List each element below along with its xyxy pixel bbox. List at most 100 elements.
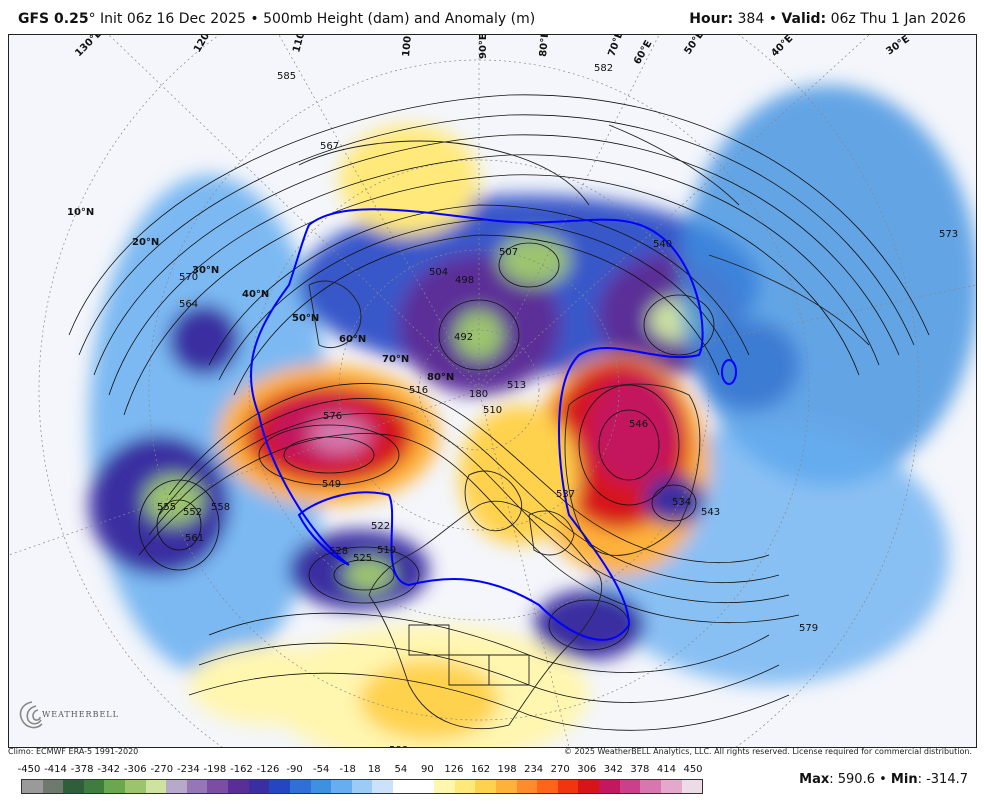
scale-tick-label: 54 (394, 764, 408, 775)
header-right: Hour: 384 • Valid: 06z Thu 1 Jan 2026 (689, 11, 966, 27)
contour-label: 558 (211, 502, 230, 513)
contour-label: 552 (183, 507, 202, 518)
valid-label: Valid: (781, 11, 827, 27)
scale-swatch (516, 780, 538, 793)
lon-label: 180 (469, 389, 488, 400)
contour-label: 561 (185, 533, 204, 544)
anomaly-fill (89, 85, 976, 747)
header-separator: • (245, 11, 264, 27)
valid-value: 06z Thu 1 Jan 2026 (826, 11, 966, 27)
scale-swatch (681, 780, 703, 793)
contour-label: 567 (320, 141, 339, 152)
logo-swirl-icon (19, 701, 43, 729)
graticule (9, 35, 976, 747)
scale-tick-label: 18 (367, 764, 381, 775)
scale-tick-label: -270 (150, 764, 174, 775)
scale-tick-label: -54 (312, 764, 330, 775)
scale-ticks: -450 -414 -378 -342 -306 -270 -234 -198 -162 -126… (0, 764, 720, 778)
scale-tick-label: 90 (421, 764, 434, 775)
contour-label: 537 (556, 489, 575, 500)
map-svg: 10°N 20°N 30°N 40°N 50°N 60°N 70°N 80°N … (9, 35, 976, 747)
contour-label: 555 (157, 502, 176, 513)
scale-tick-label: -234 (177, 764, 200, 775)
lon-label: 110°E (291, 35, 310, 54)
scale-swatch (207, 780, 229, 793)
contour-540-loop (721, 359, 737, 385)
contour-label: 564 (179, 299, 198, 310)
init-time: Init 06z 16 Dec 2025 (95, 11, 246, 27)
scale-tick-label: -90 (286, 764, 303, 775)
scale-swatch (269, 780, 290, 793)
scale-tick-label: 378 (630, 764, 650, 775)
maxmin-separator: • (874, 772, 891, 787)
contour-label: 549 (322, 479, 341, 490)
contour-label: 498 (455, 275, 474, 286)
contour-label: 540 (653, 239, 672, 250)
lat-label: 50°N (292, 313, 319, 324)
scale-tick-label: -18 (339, 764, 356, 775)
contour-label: 504 (429, 267, 448, 278)
scale-tick-label: -198 (203, 764, 227, 775)
scale-swatch (186, 780, 208, 793)
scale-swatch (660, 780, 682, 793)
lat-label: 30°N (192, 265, 219, 276)
coastlines (298, 124, 870, 730)
scale-tick-label: 450 (683, 764, 703, 775)
lat-label: 80°N (427, 372, 454, 383)
scale-swatch (166, 780, 187, 793)
lon-label: 30°E (884, 35, 912, 57)
scale-swatch (372, 780, 393, 793)
scale-swatch (351, 780, 373, 793)
degree-sign: ° (88, 11, 96, 27)
contour-label: 528 (329, 546, 348, 557)
lon-label: 50°E (682, 35, 706, 57)
lat-label: 20°N (132, 237, 159, 248)
contour-label: 510 (483, 405, 502, 416)
contour-label: 573 (939, 229, 958, 240)
scale-swatch (248, 780, 270, 793)
scale-swatch (331, 780, 352, 793)
scale-swatch (640, 780, 661, 793)
contour-label: 543 (701, 507, 720, 518)
contour-label: 516 (409, 385, 428, 396)
lat-label: 10°N (67, 207, 94, 218)
scale-tick-label: -378 (70, 764, 94, 775)
contour-labels: 585 582 567 573 579 570 564 555 552 561 … (157, 63, 958, 747)
scale-swatch (145, 780, 167, 793)
scale-tick-label: 414 (656, 764, 676, 775)
scale-tick-label: -414 (44, 764, 67, 775)
min-label: Min (890, 772, 918, 787)
contour-label: 513 (507, 380, 526, 391)
map-panel: 10°N 20°N 30°N 40°N 50°N 60°N 70°N 80°N … (8, 34, 977, 748)
contour-label: 546 (629, 419, 648, 430)
scale-swatch (22, 780, 43, 793)
scale-tick-label: 342 (603, 764, 623, 775)
header-left: GFS 0.25° Init 06z 16 Dec 2025 • 500mb H… (18, 11, 535, 27)
height-contours (68, 94, 930, 731)
header: GFS 0.25° Init 06z 16 Dec 2025 • 500mb H… (0, 0, 984, 34)
contour-label: 492 (454, 332, 473, 343)
max-label: Max (799, 772, 830, 787)
model-name: GFS 0.25 (18, 11, 89, 27)
min-value: : -314.7 (917, 772, 968, 787)
contour-label: 534 (672, 497, 691, 508)
contour-label: 585 (277, 71, 296, 82)
latitude-labels: 10°N 20°N 30°N 40°N 50°N 60°N 70°N 80°N (67, 207, 454, 383)
scale-tick-label: 270 (550, 764, 570, 775)
scale-swatch (475, 780, 497, 793)
scale-swatch (537, 780, 558, 793)
copyright-note: © 2025 WeatherBELL Analytics, LLC. All r… (564, 747, 972, 756)
lat-label: 40°N (242, 289, 269, 300)
scale-tick-label: -162 (230, 764, 253, 775)
scale-tick-label: -306 (123, 764, 147, 775)
contour-label: 525 (353, 553, 372, 564)
scale-bar (21, 779, 703, 794)
max-value: : 590.6 (829, 772, 875, 787)
scale-swatch (496, 780, 517, 793)
climo-note: Climo: ECMWF ERA-5 1991-2020 (8, 747, 139, 756)
header-separator-2: • (764, 11, 782, 27)
scale-tick-label: -126 (256, 764, 280, 775)
scale-swatch (83, 780, 105, 793)
scale-swatch (125, 780, 146, 793)
contour-label: 570 (179, 272, 198, 283)
